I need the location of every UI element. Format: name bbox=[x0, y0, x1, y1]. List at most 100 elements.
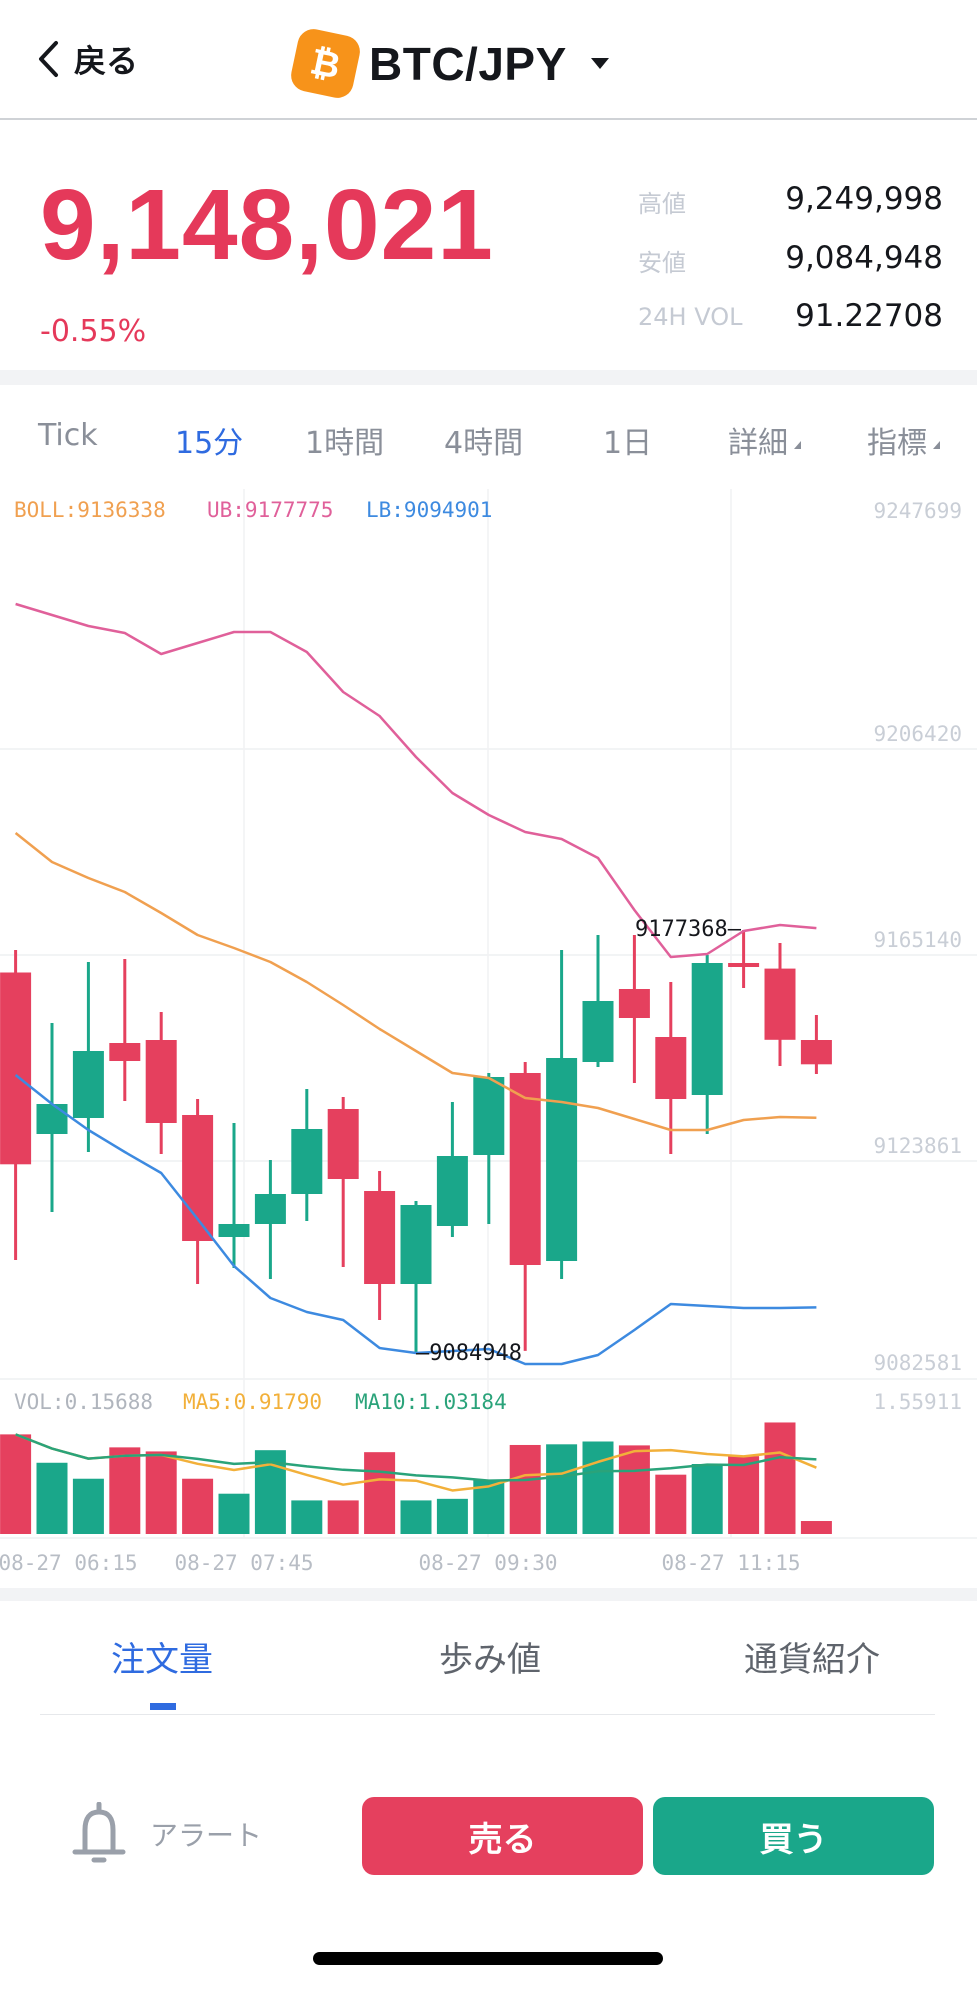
volume-bar bbox=[582, 1441, 614, 1534]
high-value: 9,249,998 bbox=[785, 181, 943, 217]
candle-body bbox=[691, 962, 723, 1095]
volume-bar bbox=[655, 1474, 687, 1534]
candle-body bbox=[254, 1194, 286, 1224]
volume-bar bbox=[400, 1500, 432, 1534]
candle bbox=[364, 1170, 396, 1320]
tab-4hour[interactable]: 4時間 bbox=[444, 426, 524, 461]
candle bbox=[218, 1122, 250, 1268]
candle-body bbox=[109, 1043, 141, 1062]
legend-vol: VOL:0.15688 bbox=[14, 1390, 153, 1414]
candle-body bbox=[364, 1190, 396, 1284]
candle bbox=[0, 950, 32, 1260]
x-tick-label: 08-27 09:30 bbox=[418, 1551, 557, 1575]
candle bbox=[473, 1072, 505, 1224]
tab-details-label: 詳細 bbox=[728, 426, 788, 461]
candle-body bbox=[291, 1128, 323, 1194]
y-tick-label: 9206420 bbox=[873, 722, 962, 746]
tab-details[interactable]: 詳細 bbox=[728, 418, 801, 462]
candle-body bbox=[145, 1040, 177, 1123]
tab-tick[interactable]: Tick bbox=[38, 418, 98, 453]
volume-bar bbox=[691, 1464, 723, 1534]
legend-lb: LB:9094901 bbox=[366, 498, 492, 522]
candle bbox=[764, 942, 796, 1066]
candle bbox=[291, 1088, 323, 1222]
candle-body bbox=[72, 1050, 104, 1118]
upper-band-line bbox=[15, 602, 817, 959]
candle-body bbox=[509, 1072, 541, 1265]
x-tick-label: 08-27 11:15 bbox=[661, 1551, 800, 1575]
volume-bar bbox=[728, 1456, 760, 1534]
volume-bar bbox=[436, 1498, 468, 1534]
candle bbox=[145, 1012, 177, 1154]
tab-1day[interactable]: 1日 bbox=[603, 426, 653, 461]
candle-body bbox=[182, 1114, 214, 1241]
price-change: -0.55% bbox=[40, 314, 147, 349]
tab-coin-info[interactable]: 通貨紹介 bbox=[744, 1640, 880, 1680]
candle bbox=[728, 930, 760, 988]
home-indicator bbox=[313, 1952, 663, 1965]
pair-selector[interactable]: ₿ BTC/JPY bbox=[288, 26, 609, 101]
chevron-left-icon bbox=[39, 41, 58, 77]
y-tick-label: 9165140 bbox=[873, 928, 962, 952]
back-label: 戻る bbox=[74, 42, 139, 80]
candle bbox=[800, 1014, 832, 1074]
sell-button[interactable]: 売る bbox=[362, 1797, 643, 1875]
section-divider bbox=[0, 370, 977, 385]
last-price: 9,148,021 bbox=[40, 169, 494, 281]
tab-15min[interactable]: 15分 bbox=[175, 426, 244, 461]
candle bbox=[546, 950, 578, 1279]
buy-button[interactable]: 買う bbox=[653, 1797, 934, 1875]
x-tick-label: 08-27 07:45 bbox=[174, 1551, 313, 1575]
candle-body bbox=[546, 1058, 578, 1262]
pair-title: BTC/JPY bbox=[369, 37, 567, 90]
active-tab-indicator bbox=[150, 1703, 176, 1710]
dropdown-icon bbox=[933, 441, 940, 449]
tab-trades[interactable]: 歩み値 bbox=[439, 1640, 541, 1680]
candle-body bbox=[436, 1156, 468, 1226]
alert-button[interactable]: アラート bbox=[72, 1802, 262, 1866]
tabs-divider bbox=[40, 1714, 935, 1715]
volume-bar bbox=[109, 1447, 141, 1534]
alert-label: アラート bbox=[150, 1819, 263, 1852]
volume-bar bbox=[618, 1445, 650, 1534]
candle bbox=[109, 958, 141, 1101]
volume-bar bbox=[36, 1462, 68, 1534]
legend-ma10: MA10:1.03184 bbox=[355, 1390, 507, 1414]
caret-down-icon bbox=[590, 58, 609, 69]
top-nav-bar: 戻る ₿ BTC/JPY bbox=[0, 0, 977, 120]
candle bbox=[400, 1201, 432, 1353]
legend-ub: UB:9177775 bbox=[207, 498, 333, 522]
tab-indicators-label: 指標 bbox=[867, 426, 927, 461]
tab-order-book[interactable]: 注文量 bbox=[111, 1640, 213, 1680]
tab-indicators[interactable]: 指標 bbox=[867, 418, 940, 462]
volume-bar bbox=[364, 1452, 396, 1534]
volume-max-label: 1.55911 bbox=[873, 1390, 962, 1414]
volume-ma10-line bbox=[15, 1433, 817, 1482]
candle bbox=[655, 982, 687, 1154]
candle bbox=[582, 934, 614, 1067]
volume-bar bbox=[764, 1422, 796, 1534]
candle-body bbox=[36, 1104, 68, 1134]
candle bbox=[327, 1096, 359, 1267]
candle-body bbox=[473, 1077, 505, 1155]
candle bbox=[691, 955, 723, 1134]
candle bbox=[618, 934, 650, 1083]
candle-body bbox=[764, 968, 796, 1040]
low-value: 9,084,948 bbox=[785, 240, 943, 276]
candle bbox=[36, 1022, 68, 1212]
price-chart[interactable]: BOLL:9136338 UB:9177775 LB:9094901 92476… bbox=[0, 486, 977, 1586]
legend-ma5: MA5:0.91790 bbox=[183, 1390, 322, 1414]
bitcoin-icon: ₿ bbox=[288, 26, 363, 101]
candle-body bbox=[618, 989, 650, 1018]
candle-body bbox=[582, 1001, 614, 1062]
back-button[interactable]: 戻る bbox=[36, 36, 138, 82]
volume-bar bbox=[509, 1444, 541, 1534]
candle-body bbox=[218, 1224, 250, 1238]
volume-bar bbox=[800, 1521, 832, 1534]
tab-1hour[interactable]: 1時間 bbox=[305, 426, 385, 461]
candle bbox=[436, 1102, 468, 1238]
dropdown-icon bbox=[794, 441, 801, 449]
x-tick-label: 08-27 06:15 bbox=[0, 1551, 138, 1575]
volume-bar bbox=[218, 1493, 250, 1534]
volume-bar bbox=[291, 1500, 323, 1534]
